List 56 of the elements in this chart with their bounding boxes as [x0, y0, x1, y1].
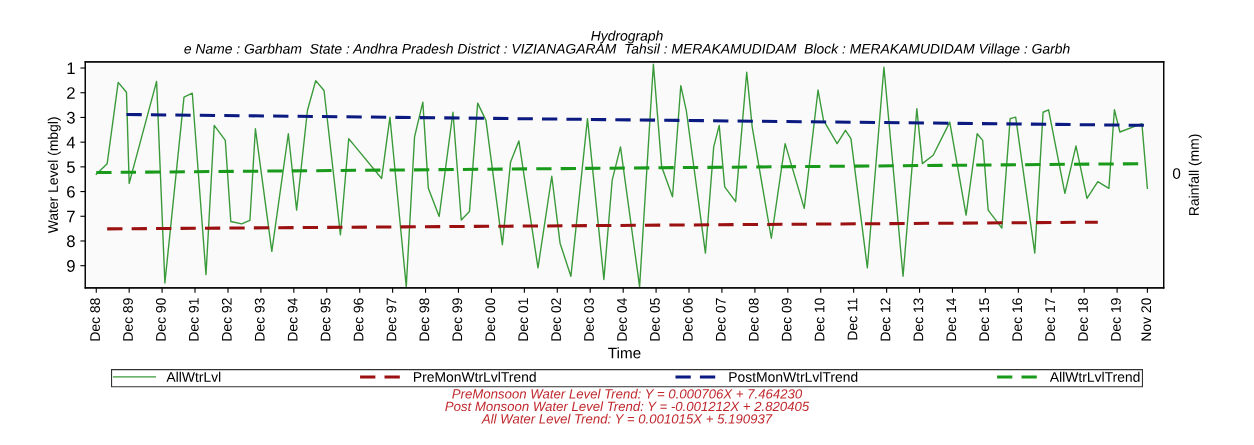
y-tick-label: 3 [66, 111, 75, 124]
x-tick-label: Dec 15 [979, 298, 990, 341]
x-tick-label: Dec 01 [518, 298, 529, 341]
x-tick-label: Dec 14 [946, 298, 957, 341]
x-tick-label: Dec 95 [320, 298, 331, 341]
x-tick-label: Dec 02 [551, 298, 561, 341]
x-tick-label: Dec 90 [155, 298, 166, 341]
text: 0 [1172, 168, 1181, 179]
y-tick-label: 6 [67, 185, 75, 198]
legend-label: PostMonWtrLvlTrend [729, 371, 858, 382]
x-tick-label: Dec 00 [485, 298, 496, 341]
x-tick-label: Dec 98 [419, 298, 430, 341]
legend-label: PreMonWtrLvlTrend [413, 371, 536, 382]
x-tick-label: Dec 11 [847, 298, 858, 340]
x-tick-label: Dec 09 [781, 298, 792, 341]
x-tick-label: Dec 06 [682, 298, 693, 341]
x-tick-label: Dec 08 [748, 298, 759, 341]
y-tick-label: 2 [67, 87, 75, 99]
x-tick-label: Dec 07 [715, 298, 726, 341]
x-tick-label: Dec 04 [617, 298, 627, 341]
x-tick-label: Dec 12 [880, 298, 891, 341]
x-tick-label: Dec 88 [90, 298, 100, 341]
x-tick-label: Nov 20 [1141, 298, 1152, 341]
y-tick-label: 7 [67, 210, 75, 223]
x-tick-label: Dec 97 [386, 298, 397, 341]
chart-subtitle: e Name : Garbham State : Andhra Pradesh District : VIZIANAGARAM Tahsil : MERAKAMUDIDAM Block : MERAKAMUDIDAM Village : Garbh [184, 43, 1070, 57]
legend-label: AllWtrLvl [166, 371, 221, 382]
chart-title: Hydrograph [591, 30, 663, 44]
y-tick-label: 9 [67, 260, 75, 272]
x-tick-label: Dec 94 [287, 298, 298, 341]
x-tick-label: Dec 99 [452, 298, 463, 341]
line-series [95, 63, 1149, 288]
x-tick-label: Dec 10 [814, 298, 825, 341]
y-axis-title: Water Level (mbgl) [47, 117, 61, 234]
text: All Water Level Trend: Y = 0.001015X + 5.190937 [481, 413, 773, 424]
y2-axis-title: Rainfall (mm) [1188, 134, 1202, 216]
x-tick-label: Dec 91 [188, 298, 199, 341]
x-axis-title: Time [608, 347, 641, 359]
y-tick-label: 4 [66, 136, 76, 149]
x-tick-label: Dec 89 [123, 298, 133, 341]
x-tick-label: Dec 16 [1012, 298, 1023, 341]
y-tick-label: 1 [67, 62, 75, 75]
x-tick-label: Dec 13 [913, 298, 924, 341]
text: PreMonsoon Water Level Trend: Y = 0.000706X + 7.464230 [452, 388, 803, 399]
x-tick-label: Dec 18 [1078, 298, 1088, 341]
text: Post Monsoon Water Level Trend: Y = -0.001212X + 2.820405 [445, 401, 810, 412]
y-tick-label: 5 [66, 161, 75, 174]
legend-label: AllWtrLvlTrend [1049, 371, 1140, 382]
x-tick-label: Dec 92 [221, 298, 232, 341]
x-tick-label: Dec 17 [1045, 298, 1056, 341]
x-tick-label: Dec 93 [254, 298, 265, 341]
x-tick-label: Dec 03 [584, 298, 594, 341]
x-tick-label: Dec 05 [649, 298, 660, 341]
y-tick-label: 8 [67, 235, 75, 248]
x-tick-label: Dec 19 [1110, 298, 1121, 341]
x-tick-label: Dec 96 [353, 298, 364, 341]
